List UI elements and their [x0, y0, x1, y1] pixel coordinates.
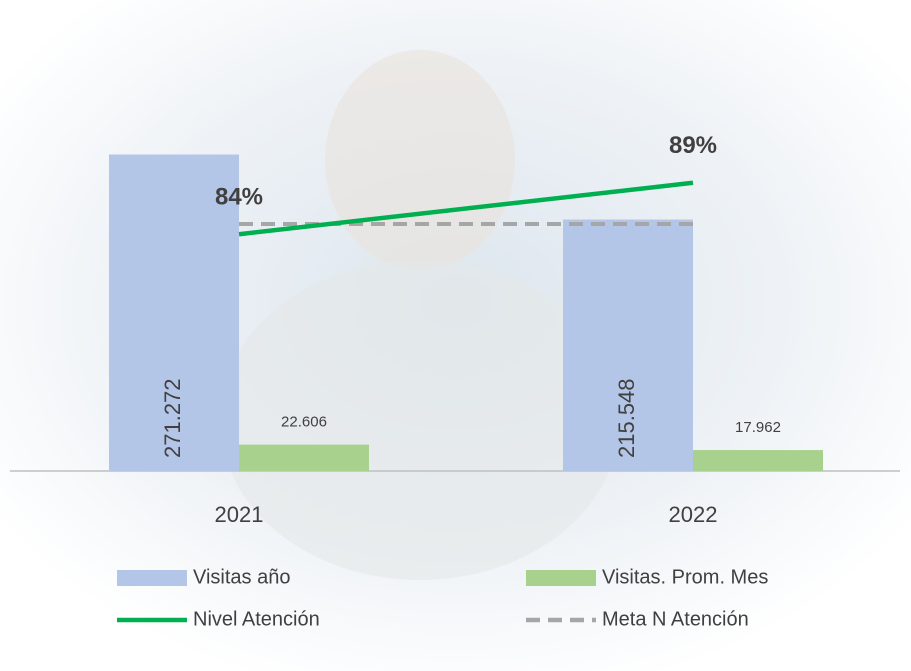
bar-value-label: 271.272 [160, 378, 185, 458]
legend-swatch [526, 570, 596, 586]
bar [239, 444, 369, 471]
bar-value-label: 17.962 [735, 419, 781, 436]
line-value-label: 89% [669, 132, 717, 159]
legend-label: Visitas. Prom. Mes [602, 566, 768, 588]
line-value-label: 84% [215, 184, 263, 211]
line [238, 180, 694, 237]
plot: 2021 2022 271.272 215.548 22.606 17.962 84% 89%… [109, 132, 823, 630]
legend-label: Meta N Atención [602, 608, 749, 630]
legend-label: Nivel Atención [193, 608, 320, 630]
x-tick-label: 2021 [215, 502, 264, 527]
photo-shade [220, 260, 620, 580]
bar-value-label: 22.606 [281, 414, 327, 431]
legend-label: Visitas año [193, 566, 290, 588]
bar [563, 219, 693, 471]
bar [109, 154, 239, 472]
legend-swatch [117, 570, 187, 586]
bar-value-label: 215.548 [614, 378, 639, 458]
x-tick-label: 2022 [669, 502, 718, 527]
bar [693, 450, 823, 471]
photo-shade [325, 50, 515, 270]
